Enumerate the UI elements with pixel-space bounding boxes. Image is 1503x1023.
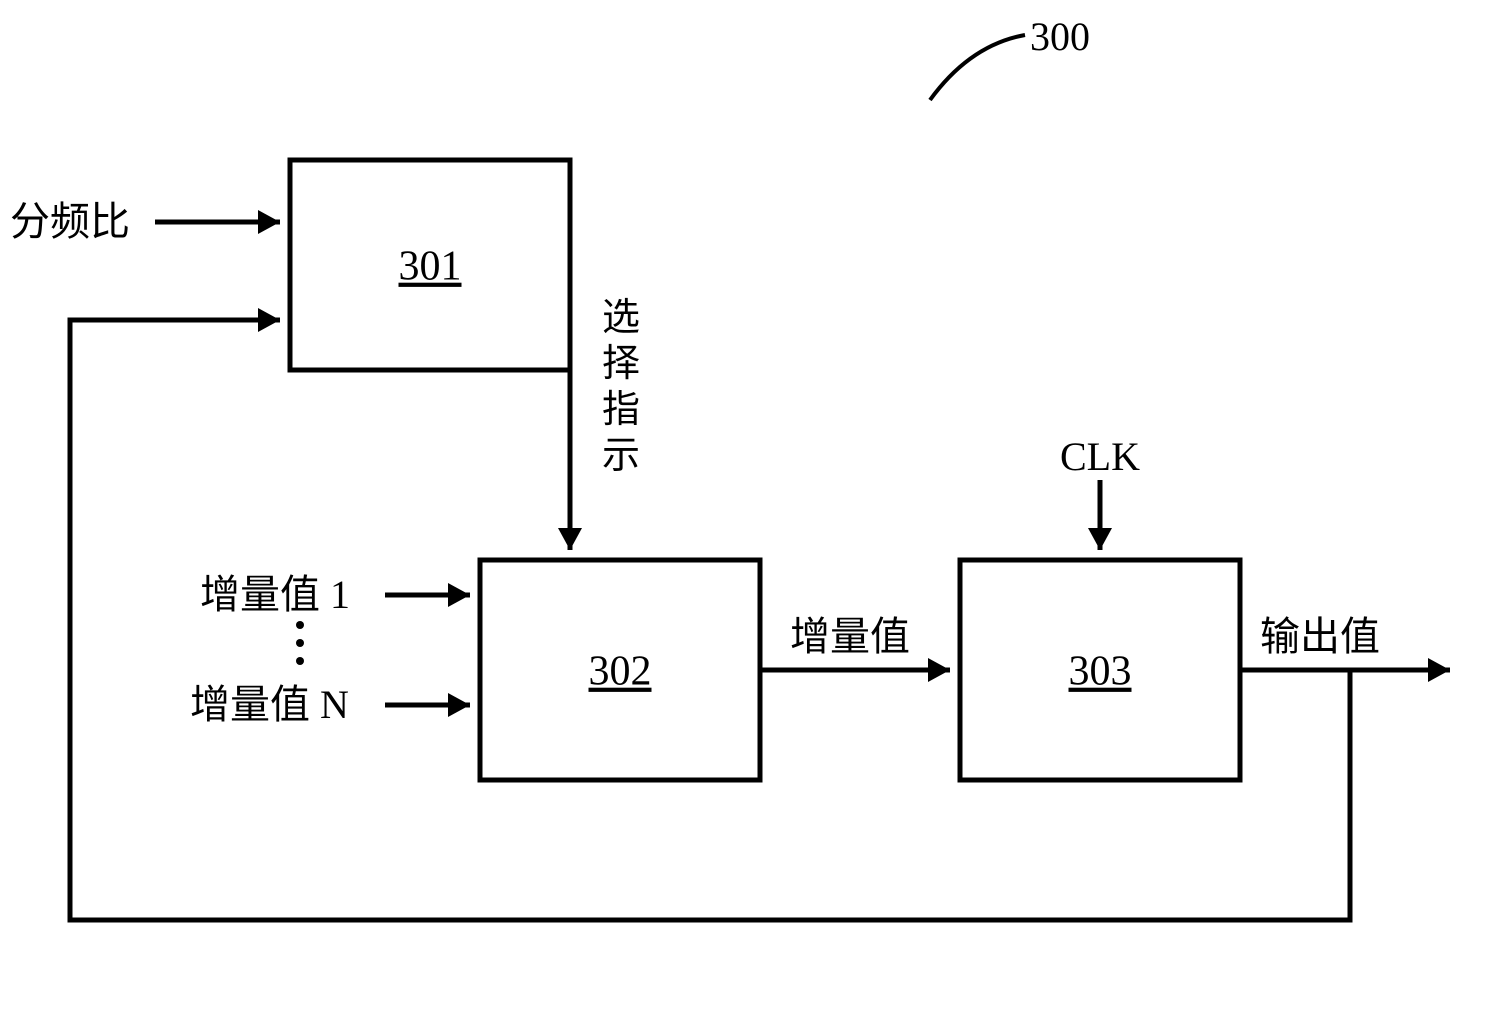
- label-select-indicator-1: 择: [602, 343, 640, 385]
- arrowhead: [448, 693, 470, 717]
- arrowhead: [928, 658, 950, 682]
- arrowhead: [258, 308, 280, 332]
- figure-ref-number: 300: [1030, 14, 1090, 59]
- block-label-303: 303: [1069, 649, 1132, 695]
- arrowhead: [258, 210, 280, 234]
- figure-ref-arc: [930, 35, 1025, 100]
- block-label-302: 302: [589, 649, 652, 695]
- block-diagram: 300 301 302 303 分频比选择指示增量值 1 增量值 N 增量值 CLK 输出值: [0, 0, 1503, 1023]
- label-increment-N: 增量值 N: [190, 682, 349, 727]
- label-division-ratio: 分频比: [10, 199, 130, 244]
- arrowhead: [1428, 658, 1450, 682]
- label-select-indicator-3: 示: [602, 435, 640, 477]
- arrowhead: [1088, 528, 1112, 550]
- arrowhead: [448, 583, 470, 607]
- label-increment-1: 增量值 1: [200, 572, 350, 617]
- ellipsis-dot: [296, 657, 304, 665]
- label-output-value: 输出值: [1260, 614, 1380, 659]
- label-select-indicator-2: 指: [602, 389, 640, 431]
- label-select-indicator-0: 选: [602, 297, 640, 339]
- wire: [70, 320, 1350, 920]
- label-clk: CLK: [1060, 434, 1140, 479]
- block-label-301: 301: [399, 244, 462, 290]
- arrowhead: [558, 528, 582, 550]
- label-increment-value: 增量值: [790, 614, 910, 659]
- ellipsis-dot: [296, 639, 304, 647]
- ellipsis-dot: [296, 621, 304, 629]
